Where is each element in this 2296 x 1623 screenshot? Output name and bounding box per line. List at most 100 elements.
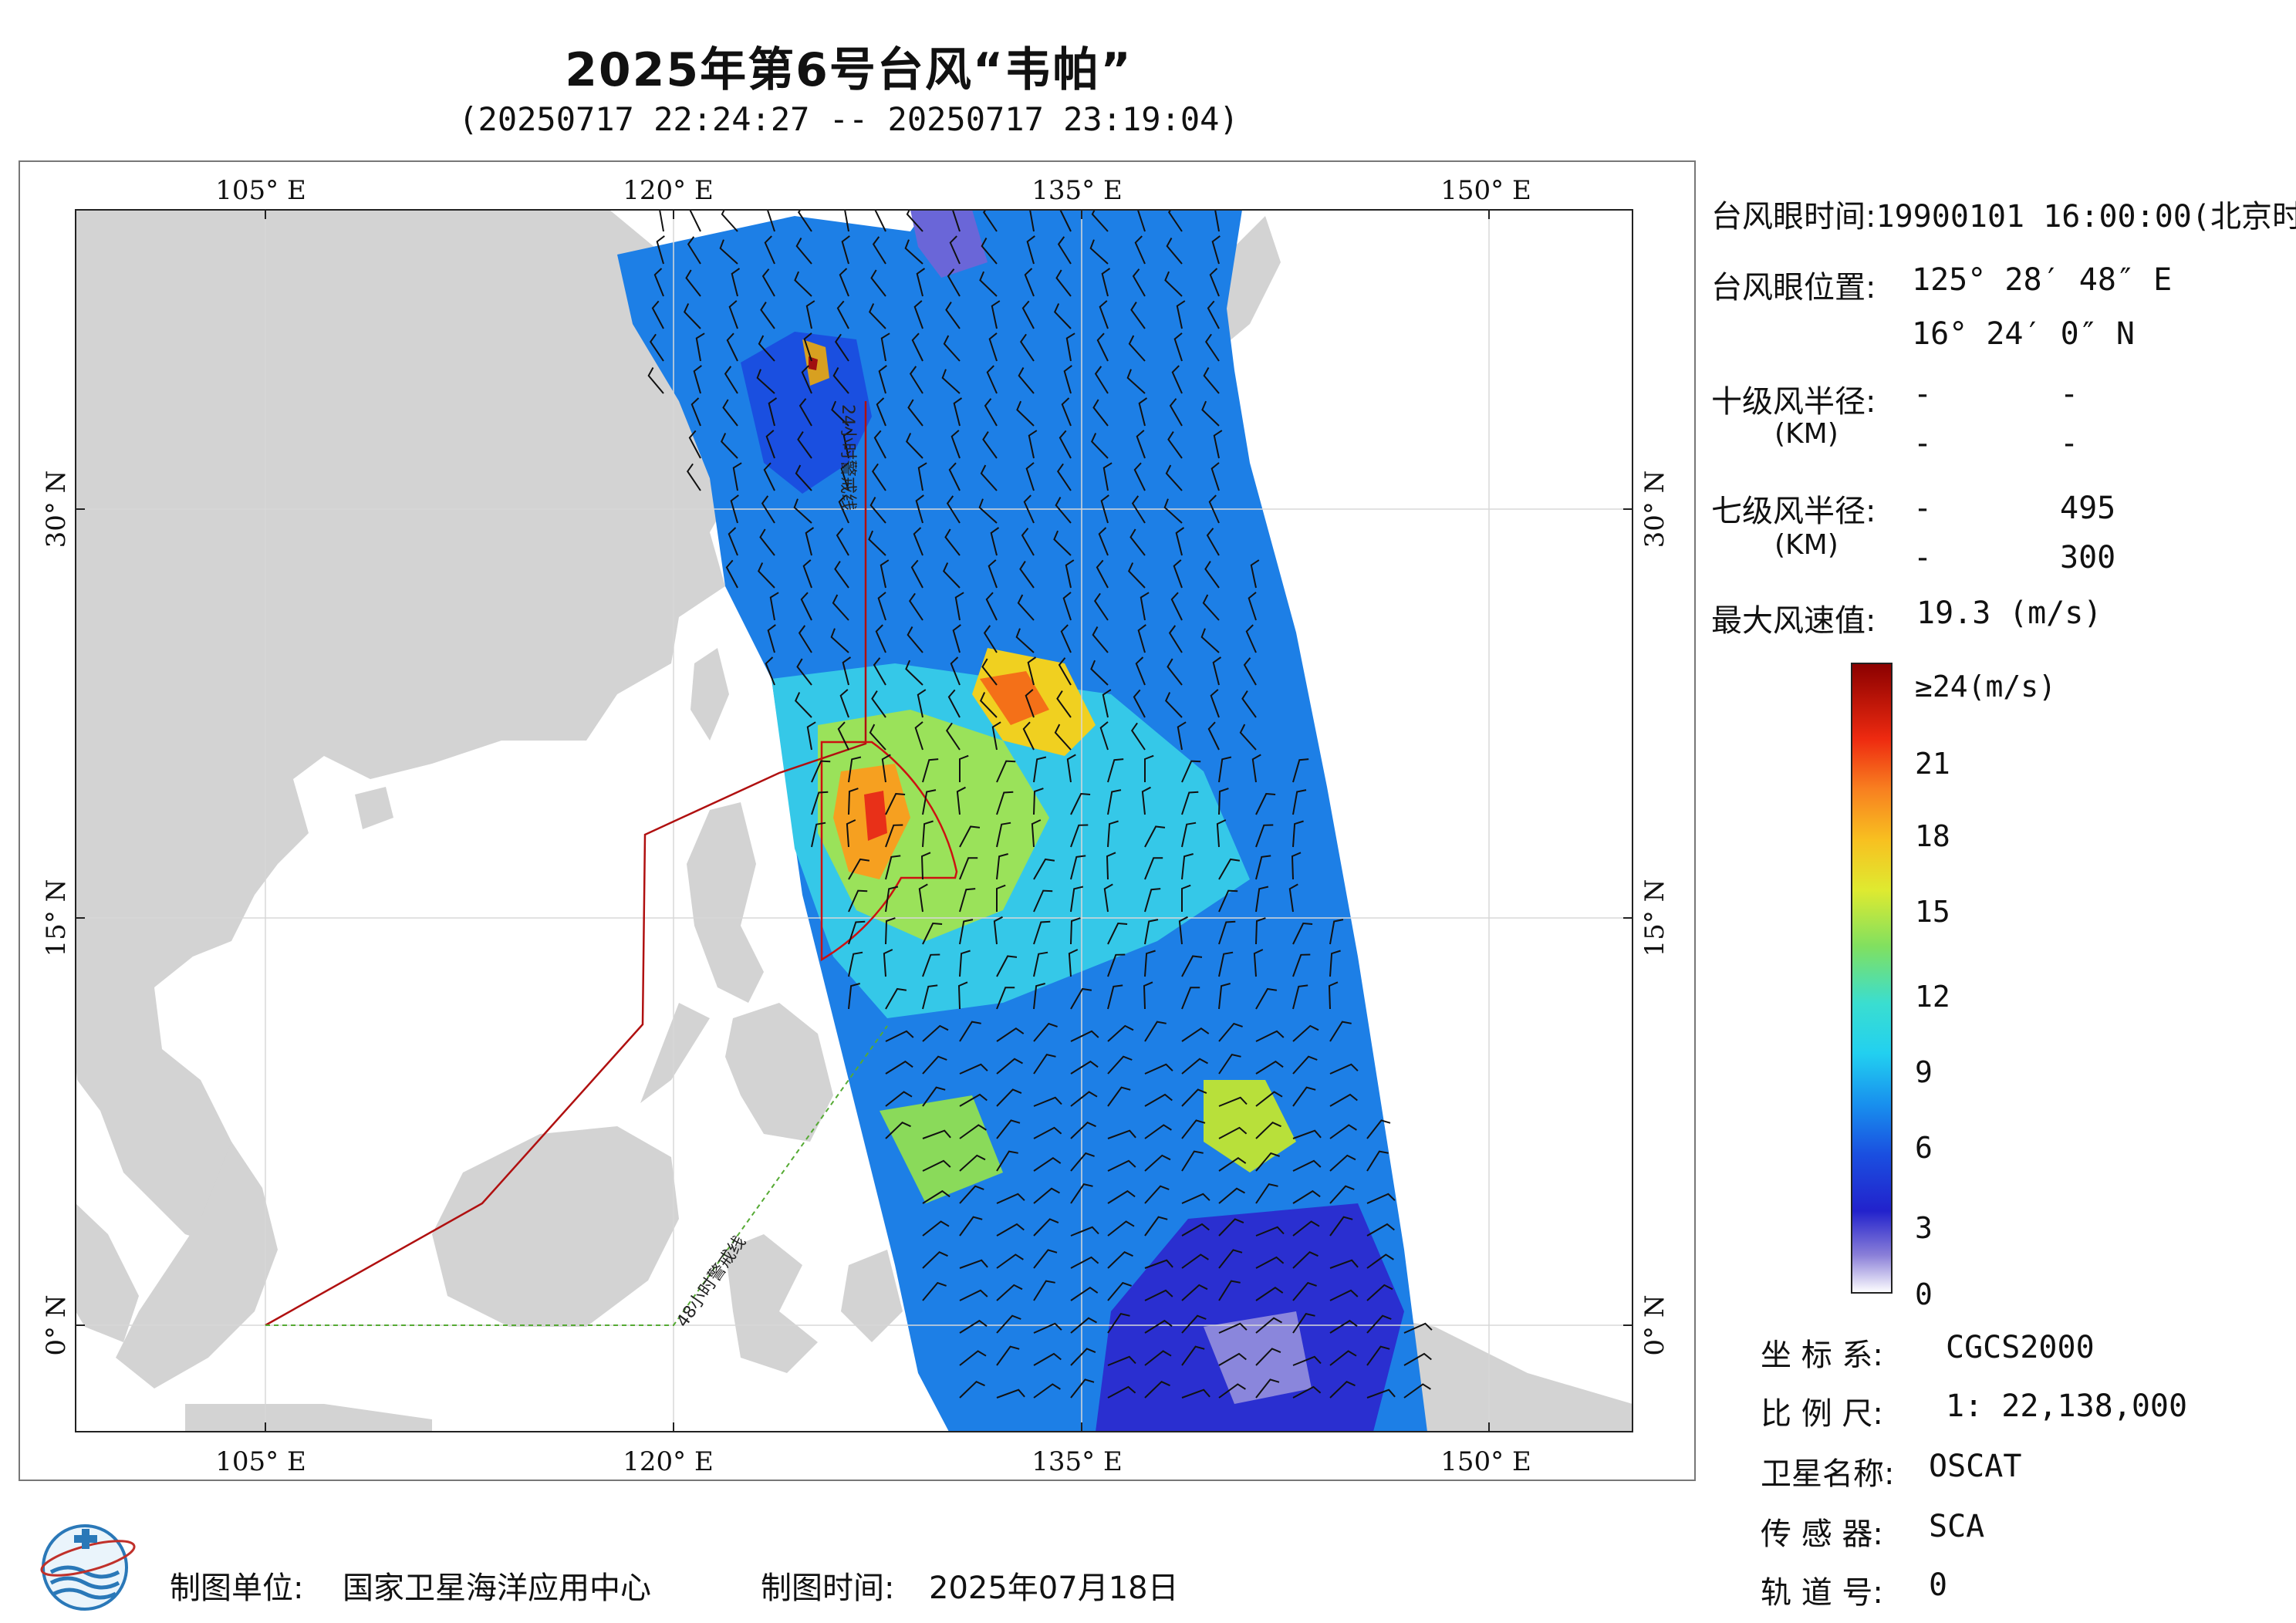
wind-barb [1033, 983, 1045, 1010]
wind-barb [1218, 1096, 1248, 1107]
max-wind-label: 最大风速值: [1711, 603, 1876, 639]
wind-barb [1058, 657, 1072, 686]
wind-barb [794, 271, 812, 297]
wind-barb [834, 561, 849, 589]
typhoon-wind-radius [820, 741, 958, 962]
wind-barb [917, 689, 927, 718]
wind-barb [982, 431, 998, 459]
wind-barb [913, 300, 923, 329]
r10-value: - [1913, 426, 1933, 461]
wind-barb [945, 302, 961, 329]
wind-barb [981, 238, 998, 265]
wind-barb [878, 365, 887, 394]
wind-barb [988, 559, 998, 589]
wind-barb [943, 335, 961, 362]
colorbar-label: 12 [1915, 980, 1950, 1014]
wind-barb [1292, 1189, 1321, 1204]
wind-barb [1204, 333, 1220, 362]
lon-label-top: 135° E [1032, 175, 1123, 206]
wind-barb [885, 917, 896, 945]
wind-barb [885, 1060, 913, 1075]
warning-24h-label: 24小时警戒线 [838, 404, 857, 511]
wind-barb [1200, 628, 1220, 653]
wind-barb [996, 1193, 1025, 1204]
wind-barb [946, 495, 961, 524]
wind-barb [885, 1122, 911, 1139]
wind-barb [795, 238, 812, 265]
wind-barb [922, 953, 940, 977]
wind-barb [952, 624, 961, 653]
wind-barb [1203, 367, 1220, 394]
lat-label-left: 15° N [41, 879, 72, 957]
wind-barb [1070, 987, 1092, 1010]
wind-barb [725, 559, 738, 589]
wind-barb [1218, 1126, 1248, 1139]
wind-barb [1022, 721, 1035, 751]
wind-barb [918, 883, 928, 913]
wind-barb [988, 332, 998, 362]
wind-barb [1092, 399, 1109, 427]
map-title: 2025年第6号台风“韦帕” [565, 43, 1133, 97]
colorbar-label: ≥24(m/s) [1915, 670, 2057, 704]
wind-barb [1100, 494, 1109, 524]
wind-barb [996, 1388, 1025, 1399]
wind-barb [1181, 1058, 1208, 1075]
wind-barb [1033, 1280, 1055, 1301]
wind-barb [758, 562, 775, 589]
wind-barb [996, 955, 1018, 977]
wind-barb [1144, 950, 1156, 977]
wind-barb [996, 1223, 1025, 1237]
wind-barb [1033, 1096, 1062, 1107]
wind-barb [1251, 754, 1261, 783]
wind-barb [1144, 1124, 1172, 1139]
wind-barb [728, 527, 738, 556]
wind-barb [922, 1251, 948, 1269]
wind-barb [1218, 983, 1231, 1010]
wind-barb [1292, 1159, 1322, 1172]
wind-barb [1255, 1183, 1278, 1204]
wind-barb [1107, 1189, 1136, 1204]
wind-barb [1107, 1220, 1135, 1237]
wind-barb [922, 1055, 947, 1075]
wind-barb [1255, 1256, 1285, 1269]
wind-barb [1218, 788, 1229, 815]
map-border [75, 209, 1633, 1432]
wind-barb [1018, 367, 1035, 394]
wind-barb [1291, 852, 1302, 880]
wind-barb [763, 462, 775, 491]
wind-barb [1107, 789, 1122, 815]
wind-barb [1107, 922, 1128, 945]
wind-barb [922, 1086, 946, 1107]
wind-barb [846, 819, 856, 848]
wind-barb [1329, 1319, 1358, 1334]
wind-barb [954, 592, 964, 621]
wind-barb [1403, 1322, 1433, 1334]
wind-barb [1021, 300, 1035, 329]
wind-barb [1207, 300, 1220, 329]
wind-barb [1255, 1122, 1281, 1139]
wind-barb [984, 398, 998, 427]
wind-barb [959, 950, 971, 977]
wind-barb [983, 625, 998, 653]
wind-barb [1366, 1223, 1395, 1237]
wind-barb [944, 528, 961, 556]
wind-barb [1218, 920, 1236, 945]
wind-barb [1176, 300, 1186, 329]
wind-barb [908, 592, 923, 621]
wind-barb [1164, 271, 1183, 297]
wind-barb [1102, 462, 1113, 491]
wind-barb [1218, 1322, 1248, 1334]
wind-barb [1130, 722, 1146, 751]
wind-barb [1107, 758, 1124, 783]
wind-barb [1016, 400, 1035, 427]
wind-barb [1024, 268, 1035, 297]
wind-barb [909, 366, 923, 394]
wind-barb [906, 433, 923, 459]
colorbar-label: 18 [1915, 819, 1950, 853]
wind-barb [1175, 527, 1185, 556]
wind-barb [1070, 1030, 1099, 1042]
wind-barb [836, 300, 849, 329]
wind-barb [1021, 528, 1035, 556]
wind-barb [1133, 462, 1146, 491]
